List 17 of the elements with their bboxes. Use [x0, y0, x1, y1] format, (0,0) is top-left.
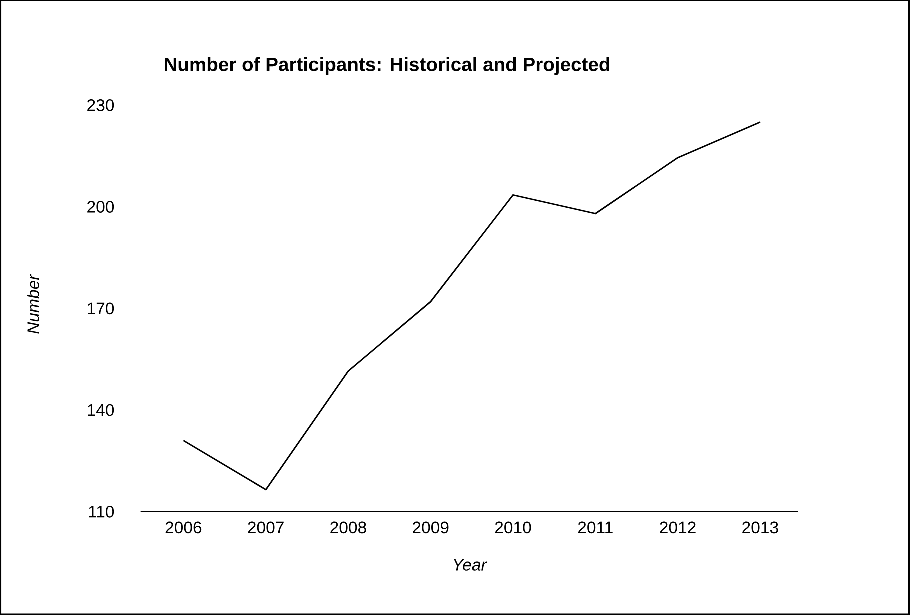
y-tick-label: 230	[88, 99, 114, 112]
y-tick-label: 200	[88, 200, 114, 213]
x-tick-label: 2007	[248, 522, 284, 534]
x-tick-label: 2006	[166, 522, 202, 534]
y-tick-label: 140	[88, 404, 114, 416]
y-axis-title: Number	[27, 274, 40, 334]
line-series	[182, 121, 762, 491]
x-tick-label: 2009	[413, 522, 449, 534]
x-tick-label: 2008	[330, 522, 366, 534]
y-tick-label: 170	[88, 302, 114, 314]
x-tick-label: 2010	[495, 522, 532, 534]
x-tick-label: 2013	[742, 522, 778, 534]
x-axis-title: Year	[454, 559, 488, 571]
y-tick-label: 110	[89, 506, 114, 518]
x-tick-label: 2011	[578, 522, 613, 534]
x-tick-label: 2012	[660, 522, 696, 534]
chart-title: Number of Participants: Historical and Projected	[165, 57, 610, 76]
